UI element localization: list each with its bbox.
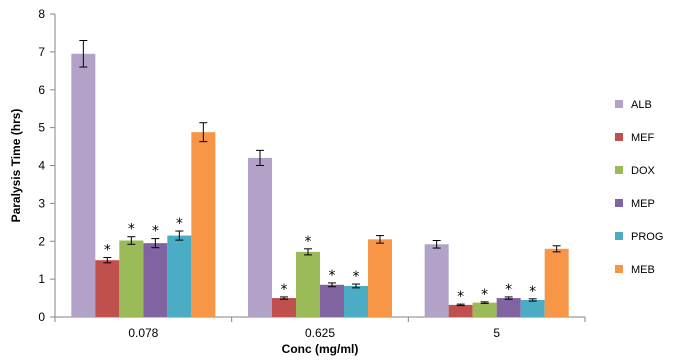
bars: * * * * * * * * * * * * xyxy=(71,40,569,318)
legend-label-prog: PROG xyxy=(631,231,663,243)
x-axis: 0.078 0.625 5 xyxy=(54,316,586,340)
bar-mef xyxy=(272,298,296,317)
bar-prog xyxy=(167,235,192,317)
significance-star: * xyxy=(457,289,464,305)
bar-mep xyxy=(320,284,344,317)
significance-star: * xyxy=(505,282,512,298)
bar-mef xyxy=(95,260,120,317)
bar-prog xyxy=(344,285,368,317)
bar-meb xyxy=(368,239,392,317)
y-tick-label: 5 xyxy=(38,121,45,135)
y-tick-label: 6 xyxy=(38,83,45,97)
y-tick-label: 1 xyxy=(38,272,45,286)
legend-swatch-mef xyxy=(615,133,623,141)
significance-star: * xyxy=(104,243,111,259)
bar-mep xyxy=(496,298,521,317)
bar-dox xyxy=(296,251,320,317)
y-tick-label: 3 xyxy=(38,196,45,210)
legend-label-meb: MEB xyxy=(631,264,655,276)
legend-swatch-prog xyxy=(615,232,623,240)
legend-swatch-mep xyxy=(615,199,623,207)
bar-meb xyxy=(544,248,569,317)
significance-star: * xyxy=(353,269,360,285)
bar-alb xyxy=(424,244,449,317)
legend-label-alb: ALB xyxy=(631,99,652,111)
legend-label-mef: MEF xyxy=(631,132,655,144)
significance-star: * xyxy=(128,222,135,238)
significance-star: * xyxy=(176,216,183,232)
bar-alb xyxy=(71,53,96,318)
y-tick-label: 7 xyxy=(38,45,45,59)
bar-mef xyxy=(448,304,473,317)
significance-star: * xyxy=(529,284,536,300)
legend-label-mep: MEP xyxy=(631,198,655,210)
bar-alb xyxy=(248,157,272,317)
y-tick-label: 4 xyxy=(38,159,45,173)
y-tick-label: 8 xyxy=(38,7,45,21)
legend-swatch-dox xyxy=(615,166,623,174)
x-tick-label: 5 xyxy=(493,326,500,340)
y-axis: 0 1 2 3 4 5 6 7 8 xyxy=(38,7,56,324)
legend-label-dox: DOX xyxy=(631,165,656,177)
x-tick-label: 0.625 xyxy=(305,326,335,340)
bar-prog xyxy=(520,299,545,317)
bar-dox xyxy=(472,302,497,317)
significance-star: * xyxy=(329,268,336,284)
y-axis-title: Paralysis Time (hrs) xyxy=(9,109,23,223)
bar-dox xyxy=(119,240,144,317)
legend: ALB MEF DOX MEP PROG MEB xyxy=(615,99,663,276)
bar-meb xyxy=(191,132,216,317)
legend-swatch-alb xyxy=(615,100,623,108)
significance-star: * xyxy=(305,234,312,250)
significance-star: * xyxy=(481,287,488,303)
significance-star: * xyxy=(281,282,288,298)
y-tick-label: 0 xyxy=(38,310,45,324)
y-tick-label: 2 xyxy=(38,234,45,248)
x-tick-label: 0.078 xyxy=(128,326,158,340)
bar-mep xyxy=(143,243,168,317)
significance-star: * xyxy=(152,224,159,240)
x-axis-title: Conc (mg/ml) xyxy=(282,342,359,356)
legend-swatch-meb xyxy=(615,265,623,273)
